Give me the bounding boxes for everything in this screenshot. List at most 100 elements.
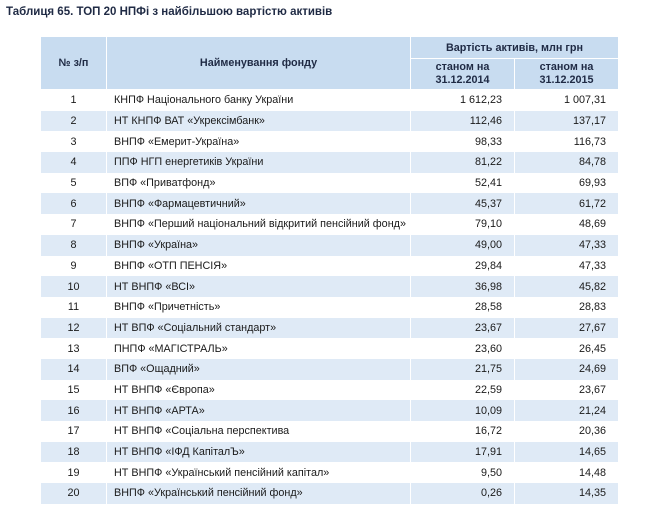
fund-name-cell: ВНПФ «Фармацевтичний»	[106, 193, 411, 215]
row-number: 1	[40, 89, 107, 111]
header-2014-line1: станом на	[435, 61, 490, 73]
fund-name-cell: ВПФ «Ощадний»	[106, 358, 411, 380]
fund-name-cell: КНПФ Національного банку України	[106, 89, 411, 111]
table-row: 4 ППФ НГП енергетиків України 81,22 84,78	[40, 152, 619, 173]
value-2015-cell: 137,17	[514, 110, 619, 132]
value-2015-cell: 14,65	[514, 441, 619, 463]
header-fund-name: Найменування фонду	[106, 36, 411, 90]
value-2015-cell: 47,33	[514, 255, 619, 277]
row-number: 12	[40, 317, 107, 339]
value-2015-cell: 20,36	[514, 421, 619, 442]
table-row: 18 НТ ВНПФ «ІФД КапіталЪ» 17,91 14,65	[40, 441, 619, 463]
value-2015-cell: 45,82	[514, 276, 619, 297]
fund-name-cell: ВНПФ «Причетність»	[106, 296, 411, 318]
table-row: 7 ВНПФ «Перший національний відкритий пен…	[40, 214, 619, 235]
fund-name-cell: НТ ВНПФ «Європа»	[106, 379, 411, 401]
fund-name-cell: ВНПФ «Україна»	[106, 234, 411, 256]
value-2015-cell: 28,83	[514, 296, 619, 318]
value-2014-cell: 10,09	[410, 400, 515, 421]
table-row: 10 НТ ВНПФ «ВСІ» 36,98 45,82	[40, 276, 619, 297]
table-caption: Таблиця 65. ТОП 20 НПФі з найбільшою вар…	[6, 6, 333, 18]
value-2014-cell: 16,72	[410, 421, 515, 442]
fund-name-cell: НТ ВНПФ «АРТА»	[106, 400, 411, 421]
value-2015-cell: 84,78	[514, 152, 619, 173]
value-2014-cell: 23,67	[410, 317, 515, 339]
value-2014-cell: 36,98	[410, 276, 515, 297]
fund-name-cell: ВНПФ «Український пенсійний фонд»	[106, 483, 411, 504]
value-2015-cell: 69,93	[514, 172, 619, 194]
value-2014-cell: 52,41	[410, 172, 515, 194]
value-2014-cell: 98,33	[410, 131, 515, 153]
table-row: 12 НТ ВПФ «Соціальний стандарт» 23,67 27,67	[40, 317, 619, 339]
fund-name-cell: НТ КНПФ ВАТ «Укрексімбанк»	[106, 110, 411, 132]
table-row: 20 ВНПФ «Український пенсійний фонд» 0,26 1…	[40, 483, 619, 504]
table-row: 19 НТ ВНПФ «Український пенсійний капітал…	[40, 462, 619, 484]
header-2014-line2: 31.12.2014	[435, 74, 490, 86]
fund-name-cell: ВНПФ «Емерит-Україна»	[106, 131, 411, 153]
value-2014-cell: 28,58	[410, 296, 515, 318]
value-2015-cell: 26,45	[514, 338, 619, 359]
table-row: 15 НТ ВНПФ «Європа» 22,59 23,67	[40, 379, 619, 401]
row-number: 8	[40, 234, 107, 256]
fund-name-cell: ВНПФ «Перший національний відкритий пенс…	[106, 214, 411, 235]
row-number: 19	[40, 462, 107, 484]
header-number: № з/п	[40, 36, 107, 90]
table-row: 16 НТ ВНПФ «АРТА» 10,09 21,24	[40, 400, 619, 421]
table-row: 13 ПНПФ «МАГІСТРАЛЬ» 23,60 26,45	[40, 338, 619, 359]
header-2014: станом на 31.12.2014	[410, 58, 515, 90]
value-2014-cell: 23,60	[410, 338, 515, 359]
value-2014-cell: 45,37	[410, 193, 515, 215]
value-2015-cell: 1 007,31	[514, 89, 619, 111]
fund-name-cell: ПНПФ «МАГІСТРАЛЬ»	[106, 338, 411, 359]
header-2015-line2: 31.12.2015	[539, 74, 594, 86]
table-row: 5 ВПФ «Приватфонд» 52,41 69,93	[40, 172, 619, 194]
value-2014-cell: 0,26	[410, 483, 515, 504]
fund-name-cell: НТ ВПФ «Соціальний стандарт»	[106, 317, 411, 339]
value-2015-cell: 24,69	[514, 358, 619, 380]
row-number: 14	[40, 358, 107, 380]
header-asset-value: Вартість активів, млн грн	[410, 36, 619, 59]
row-number: 15	[40, 379, 107, 401]
value-2015-cell: 23,67	[514, 379, 619, 401]
value-2014-cell: 22,59	[410, 379, 515, 401]
row-number: 20	[40, 483, 107, 504]
fund-name-cell: НТ ВНПФ «Соціальна перспектива	[106, 421, 411, 442]
value-2015-cell: 116,73	[514, 131, 619, 153]
row-number: 10	[40, 276, 107, 297]
row-number: 18	[40, 441, 107, 463]
value-2014-cell: 81,22	[410, 152, 515, 173]
row-number: 5	[40, 172, 107, 194]
row-number: 7	[40, 214, 107, 235]
table-row: 14 ВПФ «Ощадний» 21,75 24,69	[40, 358, 619, 380]
row-number: 11	[40, 296, 107, 318]
value-2014-cell: 17,91	[410, 441, 515, 463]
table-row: 6 ВНПФ «Фармацевтичний» 45,37 61,72	[40, 193, 619, 215]
fund-name-cell: НТ ВНПФ «ВСІ»	[106, 276, 411, 297]
row-number: 9	[40, 255, 107, 277]
value-2015-cell: 48,69	[514, 214, 619, 235]
row-number: 3	[40, 131, 107, 153]
value-2015-cell: 27,67	[514, 317, 619, 339]
value-2014-cell: 21,75	[410, 358, 515, 380]
value-2015-cell: 47,33	[514, 234, 619, 256]
table-body: 1 КНПФ Національного банку України 1 612,2…	[40, 89, 619, 504]
row-number: 13	[40, 338, 107, 359]
value-2015-cell: 21,24	[514, 400, 619, 421]
value-2015-cell: 61,72	[514, 193, 619, 215]
assets-table: № з/п Найменування фонду Вартість активі…	[40, 36, 619, 504]
value-2014-cell: 79,10	[410, 214, 515, 235]
table-row: 3 ВНПФ «Емерит-Україна» 98,33 116,73	[40, 131, 619, 153]
table-row: 11 ВНПФ «Причетність» 28,58 28,83	[40, 296, 619, 318]
value-2014-cell: 9,50	[410, 462, 515, 484]
value-2014-cell: 29,84	[410, 255, 515, 277]
fund-name-cell: НТ ВНПФ «Український пенсійний капітал»	[106, 462, 411, 484]
table-header: № з/п Найменування фонду Вартість активі…	[40, 36, 619, 90]
value-2015-cell: 14,35	[514, 483, 619, 504]
value-2014-cell: 49,00	[410, 234, 515, 256]
fund-name-cell: ВПФ «Приватфонд»	[106, 172, 411, 194]
value-2014-cell: 1 612,23	[410, 89, 515, 111]
table-row: 1 КНПФ Національного банку України 1 612,2…	[40, 89, 619, 111]
row-number: 4	[40, 152, 107, 173]
header-2015: станом на 31.12.2015	[514, 58, 619, 90]
table-row: 2 НТ КНПФ ВАТ «Укрексімбанк» 112,46 137,17	[40, 110, 619, 132]
